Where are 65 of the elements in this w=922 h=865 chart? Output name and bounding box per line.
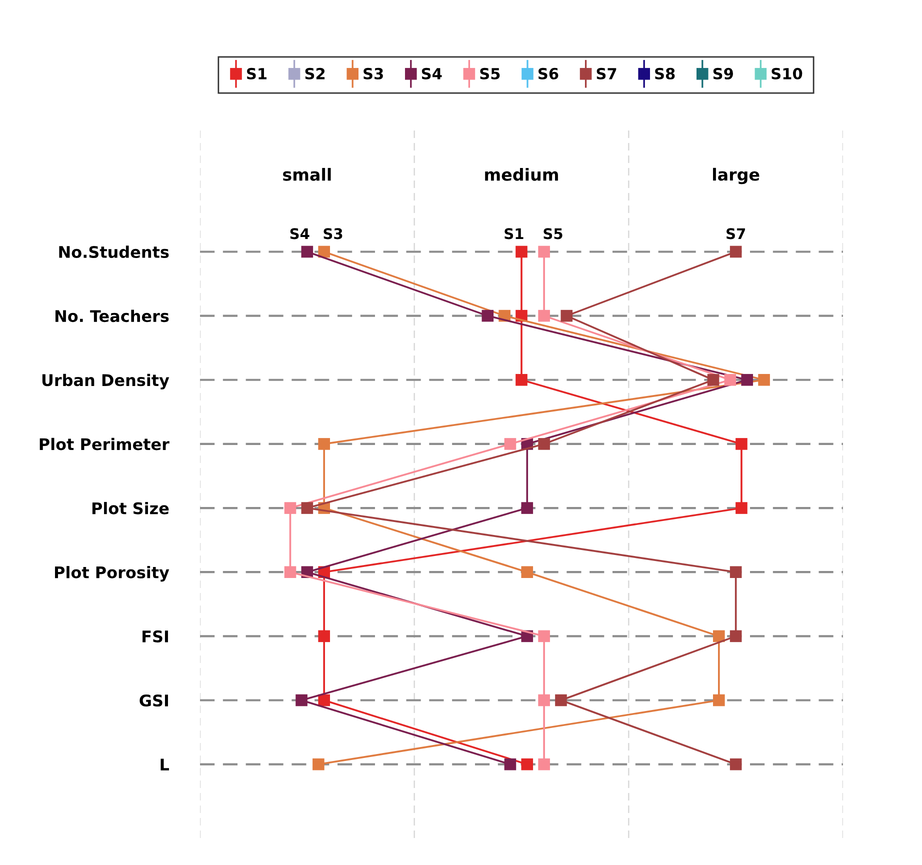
point	[736, 502, 748, 514]
point	[538, 630, 550, 642]
point	[736, 438, 748, 450]
legend-label: S6	[538, 68, 558, 80]
point	[538, 694, 550, 706]
point	[560, 310, 573, 322]
point	[538, 246, 550, 258]
point	[741, 374, 754, 386]
point	[713, 694, 725, 706]
legend-label: S1	[247, 68, 267, 80]
annotation: S4	[290, 228, 310, 240]
point	[538, 758, 550, 770]
point	[504, 438, 516, 450]
point	[730, 246, 742, 258]
point	[730, 566, 742, 578]
point	[318, 438, 330, 450]
point	[730, 630, 742, 642]
legend-label: S3	[364, 68, 383, 80]
point	[296, 694, 308, 706]
point	[707, 374, 720, 386]
annotation: S3	[324, 228, 342, 240]
point	[758, 374, 770, 386]
point	[538, 438, 550, 450]
point	[555, 694, 567, 706]
point	[730, 758, 742, 770]
point	[318, 694, 330, 706]
y-tick-label: No. Teachers	[56, 310, 169, 322]
legend-label: S4	[422, 68, 442, 80]
text: medium	[485, 168, 558, 181]
text: small	[283, 168, 331, 181]
y-tick-label: GSI	[140, 694, 168, 707]
point	[318, 630, 330, 642]
annotation: S7	[726, 228, 745, 240]
y-tick-label: Urban Density	[42, 374, 170, 390]
y-tick-label: Plot Perimeter	[40, 438, 170, 450]
point	[284, 502, 296, 514]
point	[482, 310, 494, 322]
y-tick-label: No.Students	[59, 246, 169, 258]
point	[301, 502, 314, 514]
point	[521, 758, 534, 770]
y-tick-label: L	[160, 758, 170, 770]
y-tick-label: Plot Porosity	[55, 566, 170, 582]
point	[312, 758, 324, 770]
legend-label: S9	[713, 68, 733, 80]
legend-label: S2	[305, 68, 325, 80]
point	[284, 566, 296, 578]
point	[516, 374, 528, 386]
point	[504, 758, 516, 770]
point	[724, 374, 736, 386]
point	[538, 310, 550, 322]
point	[521, 566, 534, 578]
legend-label: S5	[480, 68, 500, 80]
text: large	[713, 168, 760, 184]
point	[521, 502, 534, 514]
point	[301, 246, 314, 258]
point	[713, 630, 725, 642]
y-tick-label: Plot Size	[92, 502, 169, 514]
y-tick-label: FSI	[142, 630, 168, 642]
legend-label: S7	[596, 68, 616, 80]
point	[318, 246, 330, 258]
annotation: S5	[544, 228, 562, 240]
legend-label: S10	[772, 68, 802, 80]
point	[516, 246, 528, 258]
legend-label: S8	[655, 68, 675, 80]
annotation: S1	[504, 228, 524, 240]
